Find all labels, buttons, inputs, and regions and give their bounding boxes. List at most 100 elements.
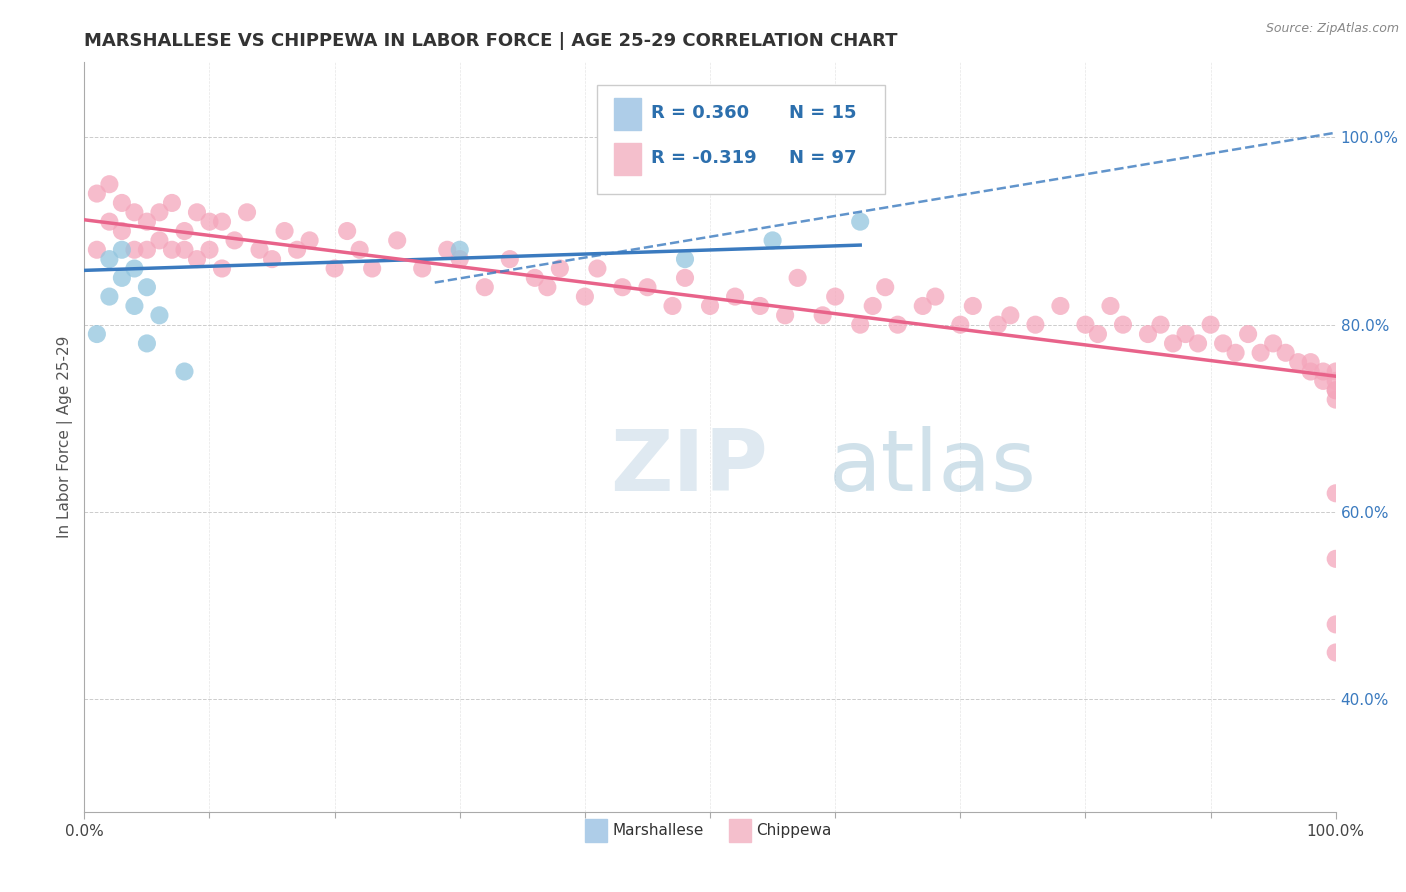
Point — [86, 243, 108, 257]
Point — [673, 271, 696, 285]
Text: N = 15: N = 15 — [789, 104, 856, 122]
Point — [773, 308, 796, 322]
Point — [474, 280, 496, 294]
Point — [111, 224, 134, 238]
Point — [887, 318, 910, 332]
Point — [1324, 374, 1347, 388]
Point — [849, 318, 872, 332]
Point — [173, 243, 195, 257]
Point — [1250, 345, 1272, 359]
Point — [1312, 374, 1334, 388]
Point — [124, 261, 146, 276]
Point — [1000, 308, 1022, 322]
Point — [449, 252, 471, 266]
Point — [724, 289, 747, 303]
Point — [198, 214, 221, 228]
Point — [385, 233, 409, 247]
Point — [924, 289, 946, 303]
Bar — [585, 819, 607, 842]
Point — [136, 243, 159, 257]
Point — [449, 243, 471, 257]
Point — [612, 280, 634, 294]
Point — [1312, 365, 1334, 379]
Point — [1225, 345, 1247, 359]
Point — [1324, 486, 1347, 500]
Point — [1324, 646, 1347, 660]
Point — [349, 243, 371, 257]
Point — [262, 252, 284, 266]
Point — [949, 318, 972, 332]
Point — [160, 195, 183, 210]
Text: R = 0.360: R = 0.360 — [651, 104, 749, 122]
Point — [536, 280, 558, 294]
Point — [499, 252, 522, 266]
Point — [1324, 384, 1347, 398]
Point — [124, 299, 146, 313]
Point — [1199, 318, 1222, 332]
Point — [298, 233, 321, 247]
Point — [962, 299, 984, 313]
Point — [86, 326, 108, 341]
Text: ZIP: ZIP — [610, 425, 768, 508]
Point — [211, 261, 233, 276]
Point — [198, 243, 221, 257]
Text: Chippewa: Chippewa — [756, 823, 832, 838]
Point — [148, 308, 170, 322]
Point — [98, 289, 121, 303]
Point — [699, 299, 721, 313]
Point — [1099, 299, 1122, 313]
Point — [1263, 336, 1285, 351]
Point — [436, 243, 458, 257]
Bar — [613, 144, 641, 175]
Point — [1074, 318, 1097, 332]
Point — [98, 177, 121, 192]
Point — [548, 261, 571, 276]
Point — [148, 205, 170, 219]
Point — [111, 243, 134, 257]
Point — [574, 289, 596, 303]
Text: Source: ZipAtlas.com: Source: ZipAtlas.com — [1265, 22, 1399, 36]
Point — [1299, 365, 1322, 379]
Point — [273, 224, 295, 238]
Point — [849, 214, 872, 228]
Point — [987, 318, 1010, 332]
Point — [236, 205, 259, 219]
Point — [136, 214, 159, 228]
Point — [124, 205, 146, 219]
Point — [1187, 336, 1209, 351]
Point — [361, 261, 384, 276]
Point — [1324, 384, 1347, 398]
Point — [285, 243, 308, 257]
Point — [86, 186, 108, 201]
Point — [875, 280, 897, 294]
Point — [811, 308, 834, 322]
Point — [673, 252, 696, 266]
Point — [186, 205, 208, 219]
Point — [1324, 392, 1347, 407]
Point — [111, 195, 134, 210]
Point — [148, 233, 170, 247]
Bar — [613, 98, 641, 130]
Point — [1286, 355, 1309, 369]
Text: N = 97: N = 97 — [789, 149, 856, 168]
Point — [1049, 299, 1071, 313]
Point — [1212, 336, 1234, 351]
Point — [824, 289, 846, 303]
Point — [1237, 326, 1260, 341]
Point — [173, 224, 195, 238]
Point — [124, 243, 146, 257]
Point — [911, 299, 934, 313]
Point — [637, 280, 659, 294]
Point — [98, 252, 121, 266]
Point — [336, 224, 359, 238]
Text: MARSHALLESE VS CHIPPEWA IN LABOR FORCE | AGE 25-29 CORRELATION CHART: MARSHALLESE VS CHIPPEWA IN LABOR FORCE |… — [84, 32, 898, 50]
Point — [136, 336, 159, 351]
Point — [323, 261, 346, 276]
Y-axis label: In Labor Force | Age 25-29: In Labor Force | Age 25-29 — [58, 336, 73, 538]
Point — [98, 214, 121, 228]
Point — [1087, 326, 1109, 341]
Point — [160, 243, 183, 257]
Point — [224, 233, 246, 247]
Point — [1024, 318, 1046, 332]
Point — [411, 261, 433, 276]
